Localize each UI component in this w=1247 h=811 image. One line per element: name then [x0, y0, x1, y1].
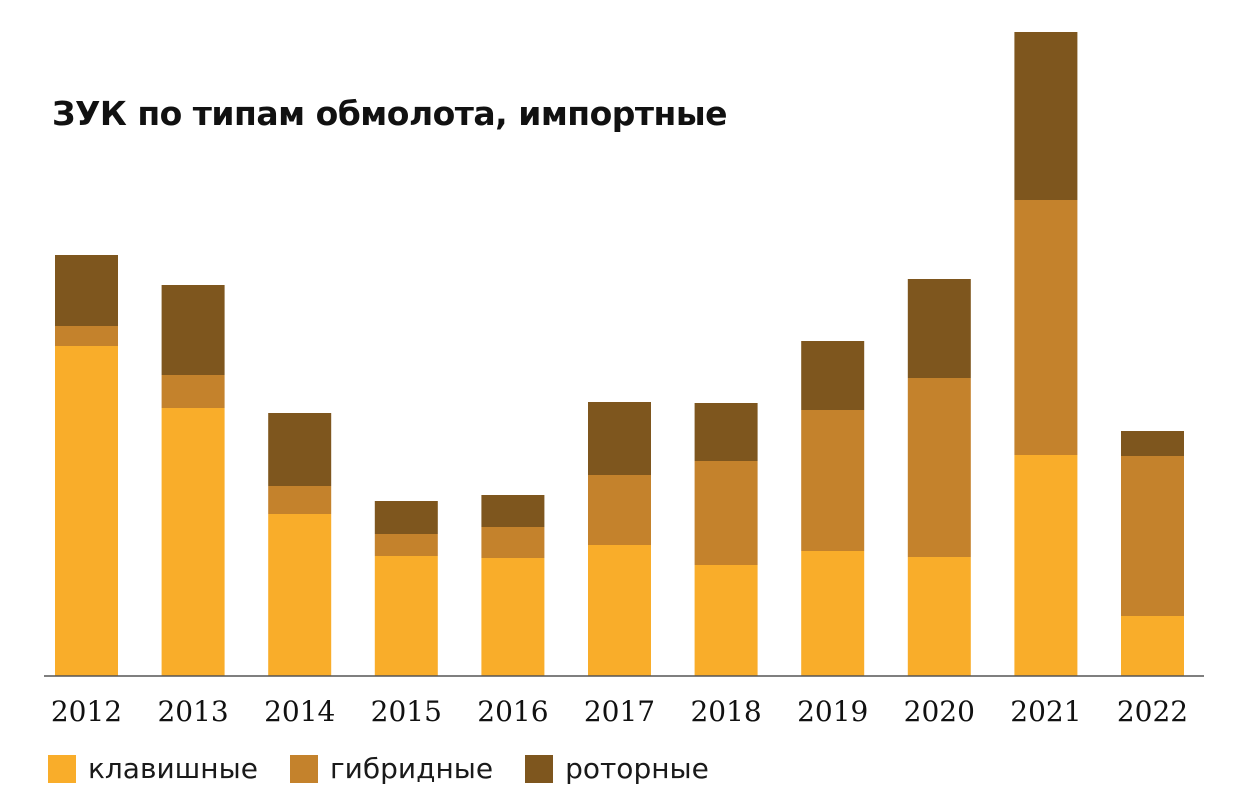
x-tick-labels: 2012 2013 2014 2015 2016 2017 2018 2019 2020 2021… [51, 695, 1188, 728]
bar-segment-2012-series-3 [55, 255, 118, 326]
bar-segment-2013-series-1 [161, 408, 225, 676]
legend-swatch [525, 754, 554, 783]
x-tick-label: 2022 [1117, 695, 1188, 728]
x-tick-label: 2012 [51, 695, 122, 728]
legend-label: роторные [565, 752, 709, 785]
bar-segment-2017-series-1 [588, 545, 651, 676]
bar-segment-2022-series-3 [1121, 431, 1184, 456]
bar-segment-2017-series-2 [588, 475, 651, 545]
bars-layer [55, 32, 1184, 676]
bar-segment-2020-series-1 [907, 557, 971, 676]
legend-item: роторные [525, 752, 709, 785]
x-tick-label: 2017 [584, 695, 655, 728]
bar-segment-2019-series-3 [801, 341, 865, 410]
bar-segment-2021-series-1 [1014, 455, 1078, 676]
bar-segment-2022-series-2 [1121, 456, 1184, 616]
bar-segment-2014-series-2 [268, 486, 332, 514]
legend-label: гибридные [329, 752, 494, 785]
bar-segment-2021-series-3 [1014, 32, 1078, 200]
legend-swatch [289, 754, 318, 783]
bar-segment-2015-series-1 [374, 556, 438, 676]
legend-item: клавишные [48, 752, 258, 785]
bar-segment-2017-series-3 [588, 402, 651, 475]
bar-segment-2016-series-1 [481, 558, 545, 676]
bar-segment-2013-series-3 [161, 285, 225, 375]
bar-segment-2019-series-2 [801, 410, 865, 551]
x-tick-label: 2016 [477, 695, 548, 728]
bar-segment-2019-series-1 [801, 551, 865, 676]
x-tick-label: 2014 [264, 695, 335, 728]
bar-segment-2016-series-3 [481, 495, 545, 527]
bar-segment-2014-series-1 [268, 514, 332, 676]
bar-segment-2020-series-2 [907, 378, 971, 557]
x-tick-label: 2019 [797, 695, 868, 728]
bar-segment-2020-series-3 [907, 279, 971, 378]
legend-item: гибридные [289, 752, 494, 785]
bar-segment-2018-series-2 [694, 461, 758, 565]
x-tick-label: 2021 [1010, 695, 1081, 728]
x-tick-label: 2018 [690, 695, 761, 728]
legend: клавишные гибридные роторные [48, 752, 741, 785]
bar-segment-2012-series-2 [55, 326, 118, 346]
chart-title: ЗУК по типам обмолота, импортные [52, 94, 728, 133]
x-tick-label: 2015 [371, 695, 442, 728]
bar-segment-2012-series-1 [55, 346, 118, 676]
bar-segment-2013-series-2 [161, 375, 225, 408]
bar-segment-2015-series-2 [374, 534, 438, 556]
bar-segment-2014-series-3 [268, 413, 332, 486]
bar-segment-2022-series-1 [1121, 616, 1184, 676]
bar-segment-2018-series-3 [694, 403, 758, 461]
bar-segment-2015-series-3 [374, 501, 438, 534]
bar-segment-2016-series-2 [481, 527, 545, 558]
legend-label: клавишные [88, 752, 258, 785]
x-tick-label: 2020 [904, 695, 975, 728]
bar-segment-2021-series-2 [1014, 200, 1078, 455]
x-tick-label: 2013 [157, 695, 228, 728]
bar-segment-2018-series-1 [694, 565, 758, 676]
legend-swatch [48, 754, 76, 783]
